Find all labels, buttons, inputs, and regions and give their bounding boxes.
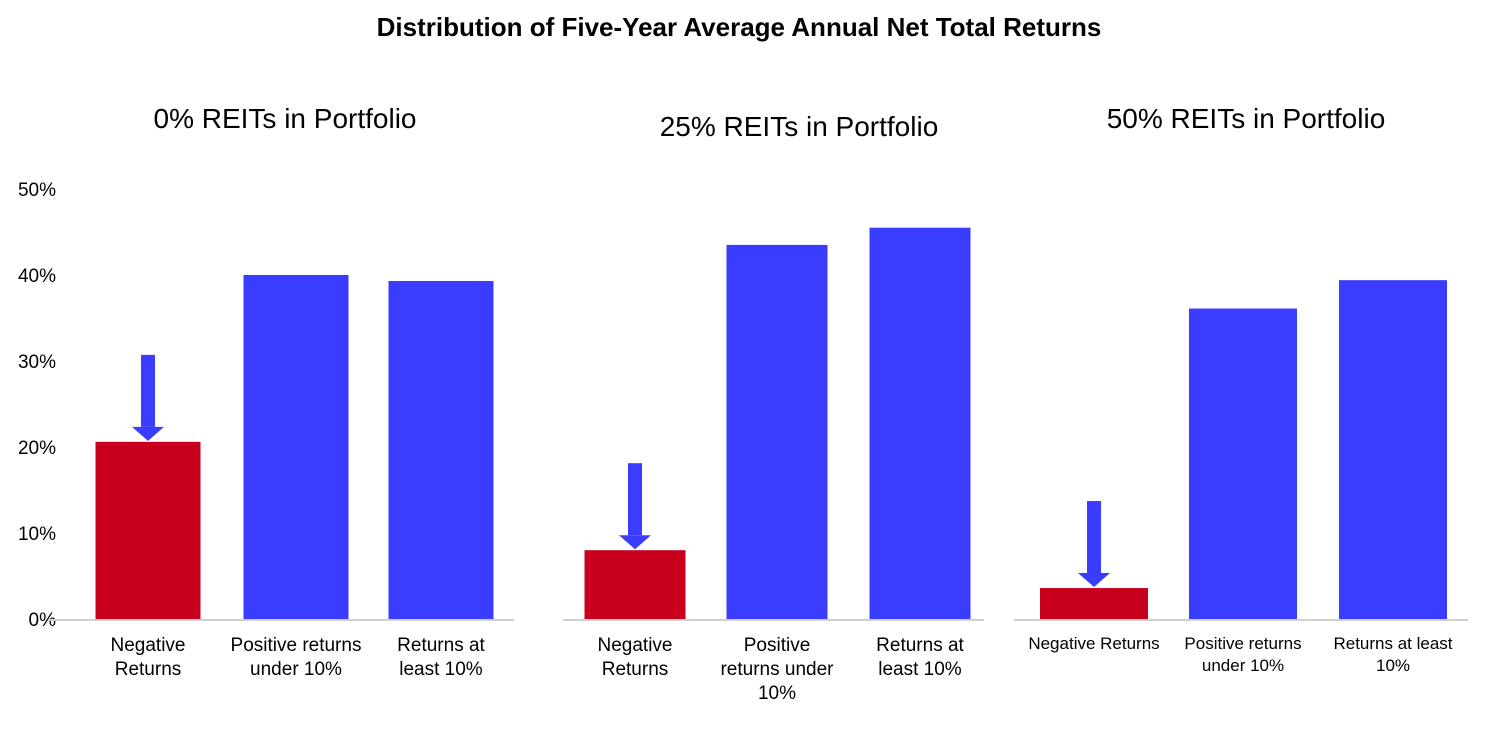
category-label: Returns [115, 659, 182, 680]
bar [388, 281, 494, 619]
y-tick-label: 30% [18, 352, 56, 373]
category-label: Positive returns [1184, 634, 1301, 653]
y-tick-label: 40% [18, 266, 56, 287]
category-label: under 10% [250, 659, 342, 680]
panel-title: 50% REITs in Portfolio [1107, 103, 1386, 134]
bar [243, 275, 349, 619]
category-label: least 10% [399, 659, 483, 680]
bar [869, 227, 971, 619]
category-label: Positive returns [231, 635, 362, 656]
down-arrow-head [132, 426, 164, 441]
y-tick-label: 50% [18, 180, 56, 201]
category-label: 10% [1376, 656, 1410, 675]
chart-title: Distribution of Five-Year Average Annual… [376, 12, 1102, 42]
category-label: Returns [602, 659, 669, 680]
category-label: Negative [111, 635, 186, 656]
bar [95, 441, 201, 619]
category-label: Negative [598, 635, 673, 656]
category-label: 10% [758, 683, 796, 704]
down-arrow-shaft [628, 463, 642, 536]
category-label: Returns at [397, 635, 485, 656]
category-label: Returns at [876, 635, 964, 656]
bar [1040, 588, 1148, 619]
bar [584, 550, 686, 619]
down-arrow-head [1078, 573, 1110, 588]
category-label: under 10% [1202, 656, 1284, 675]
category-label: least 10% [878, 659, 962, 680]
y-tick-label: 10% [18, 524, 56, 545]
panel-title: 0% REITs in Portfolio [154, 103, 417, 134]
down-arrow-shaft [141, 354, 155, 427]
down-arrow-shaft [1087, 501, 1101, 574]
bar [1339, 280, 1447, 619]
panel-title: 25% REITs in Portfolio [660, 111, 939, 142]
category-label: Positive [744, 635, 811, 656]
category-label: Negative Returns [1028, 634, 1159, 653]
bar [726, 244, 828, 619]
y-tick-label: 20% [18, 438, 56, 459]
category-label: Returns at least [1333, 634, 1452, 653]
bar [1189, 308, 1297, 619]
down-arrow-head [619, 535, 651, 550]
category-label: returns under [720, 659, 834, 680]
y-tick-label: 0% [29, 610, 57, 631]
